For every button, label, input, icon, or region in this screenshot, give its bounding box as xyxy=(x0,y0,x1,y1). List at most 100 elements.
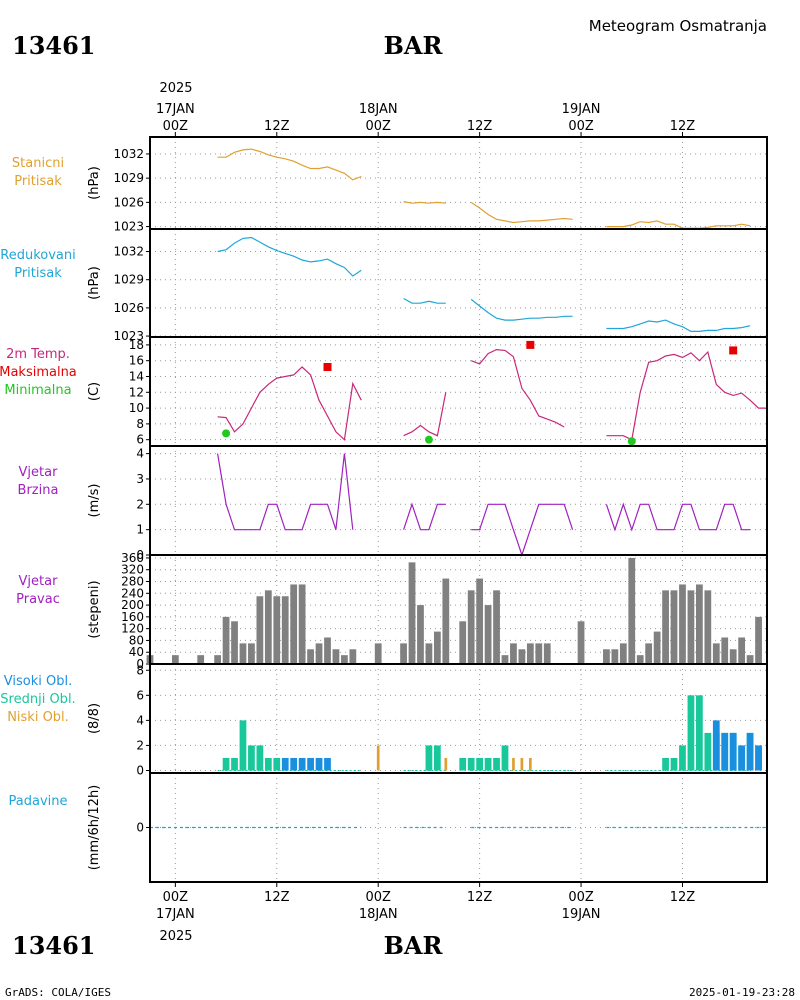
cloud-bar xyxy=(467,757,475,771)
wind-direction-bar xyxy=(324,637,331,664)
wind-direction-bar xyxy=(535,643,543,664)
wind-direction-ylabel: (stepeni) xyxy=(87,580,102,638)
station-id-bottom: 13461 xyxy=(12,931,96,960)
cloud-cover-label: Visoki Obl. xyxy=(4,674,72,689)
cloud-bar xyxy=(315,757,323,771)
time-label-top: 00Z xyxy=(365,119,391,134)
wind-direction-bar xyxy=(746,655,754,664)
wind-direction-bar xyxy=(628,557,636,664)
year-label-top: 2025 xyxy=(159,81,192,96)
wind-direction-bar xyxy=(171,655,179,664)
cloud-bar xyxy=(704,732,712,771)
wind-direction-ytick-label: 360 xyxy=(121,551,144,565)
station-pressure-series-line xyxy=(403,201,446,204)
cloud-bar xyxy=(687,695,695,771)
temperature-label: Maksimalna xyxy=(0,365,77,380)
cloud-bar xyxy=(670,757,678,771)
temperature-ytick-label: 18 xyxy=(129,338,144,352)
cloud-cover-ytick-label: 8 xyxy=(136,663,144,677)
cloud-bar xyxy=(324,757,331,771)
temperature-series-line xyxy=(217,366,362,441)
cloud-bar xyxy=(298,757,306,771)
reduced-pressure-label: Redukovani xyxy=(0,248,75,263)
cloud-bar xyxy=(755,745,762,771)
temperature-ytick-label: 14 xyxy=(129,369,144,383)
wind-speed-ytick-label: 0 xyxy=(136,548,144,562)
wind-speed-series-line xyxy=(217,453,354,531)
time-label-bottom: 12Z xyxy=(264,890,290,905)
cloud-bar xyxy=(696,695,703,771)
reduced-pressure-ytick-label: 1032 xyxy=(113,245,144,259)
reduced-pressure-series-line xyxy=(403,297,446,304)
wind-speed-series-line xyxy=(605,502,751,532)
wind-direction-bar xyxy=(417,605,424,664)
wind-speed-frame xyxy=(149,445,768,556)
time-label-top: 12Z xyxy=(670,119,696,134)
wind-direction-bar xyxy=(484,605,492,664)
footer-credit: GrADS: COLA/IGES xyxy=(5,986,111,999)
wind-direction-bar xyxy=(611,649,619,664)
temperature-ytick-label: 10 xyxy=(129,401,144,415)
cloud-bar xyxy=(459,757,467,771)
wind-speed-ytick-label: 2 xyxy=(136,497,144,511)
time-label-bottom: 17JAN xyxy=(156,907,195,922)
wind-direction-bar xyxy=(374,643,382,664)
wind-direction-bar xyxy=(476,578,484,664)
cloud-bar xyxy=(493,757,500,771)
cloud-bar xyxy=(222,757,230,771)
wind-direction-ytick-label: 0 xyxy=(136,657,144,671)
reduced-pressure-series-line xyxy=(470,298,573,321)
wind-direction-bar xyxy=(408,562,416,664)
time-label-bottom: 19JAN xyxy=(562,907,601,922)
station-pressure-frame xyxy=(149,136,768,230)
cloud-bar xyxy=(264,757,272,771)
cloud-bar xyxy=(231,757,238,771)
wind-direction-bar xyxy=(332,649,340,664)
station-pressure-ytick-label: 1026 xyxy=(113,195,144,209)
station-pressure-label: Stanicni xyxy=(12,156,64,171)
year-label-bottom: 2025 xyxy=(159,929,192,944)
wind-direction-bar xyxy=(349,649,357,664)
temperature-series-line xyxy=(403,392,447,437)
wind-direction-bar xyxy=(577,621,585,664)
wind-direction-ytick-label: 80 xyxy=(129,633,144,647)
reduced-pressure-frame xyxy=(149,228,768,338)
wind-direction-bar xyxy=(518,649,526,664)
station-pressure-series-line xyxy=(606,220,751,229)
wind-direction-bar xyxy=(721,637,729,664)
reduced-pressure-series-line xyxy=(606,319,751,332)
reduced-pressure-ylabel: (hPa) xyxy=(87,266,102,300)
temperature-ytick-label: 12 xyxy=(129,385,144,399)
wind-direction-bar xyxy=(248,643,255,664)
cloud-cover-label: Srednji Obl. xyxy=(0,692,75,707)
wind-direction-bar xyxy=(459,621,467,664)
tmin-marker xyxy=(627,437,636,446)
wind-direction-bar xyxy=(256,596,264,664)
cloud-bar xyxy=(746,732,754,771)
reduced-pressure-label: Pritisak xyxy=(14,266,62,281)
tmin-marker xyxy=(222,429,231,438)
cloud-bar xyxy=(712,720,720,771)
cloud-bar xyxy=(444,757,448,771)
panels: 1023102610291032(hPa)StanicniPritisak102… xyxy=(0,102,768,922)
cloud-bar xyxy=(512,757,515,771)
station-pressure-label: Pritisak xyxy=(14,174,62,189)
reduced-pressure-ytick-label: 1023 xyxy=(113,329,144,343)
time-label-bottom: 12Z xyxy=(670,890,696,905)
station-pressure-ylabel: (hPa) xyxy=(87,166,102,200)
wind-speed-ytick-label: 1 xyxy=(136,523,144,537)
wind-direction-bar xyxy=(679,584,686,664)
time-label-top: 19JAN xyxy=(562,102,601,117)
time-label-top: 18JAN xyxy=(359,102,398,117)
wind-speed-ytick-label: 3 xyxy=(136,472,144,486)
cloud-bar xyxy=(679,745,686,771)
cloud-bar xyxy=(239,720,247,771)
tmax-marker xyxy=(323,363,332,372)
time-label-bottom: 00Z xyxy=(568,890,594,905)
wind-direction-ytick-label: 200 xyxy=(121,598,144,612)
temperature-series-line xyxy=(470,348,565,428)
wind-direction-bar xyxy=(704,590,712,664)
temperature-label: Minimalna xyxy=(4,383,71,398)
station-name-bottom: BAR xyxy=(384,931,444,960)
time-label-top: 00Z xyxy=(568,119,594,134)
